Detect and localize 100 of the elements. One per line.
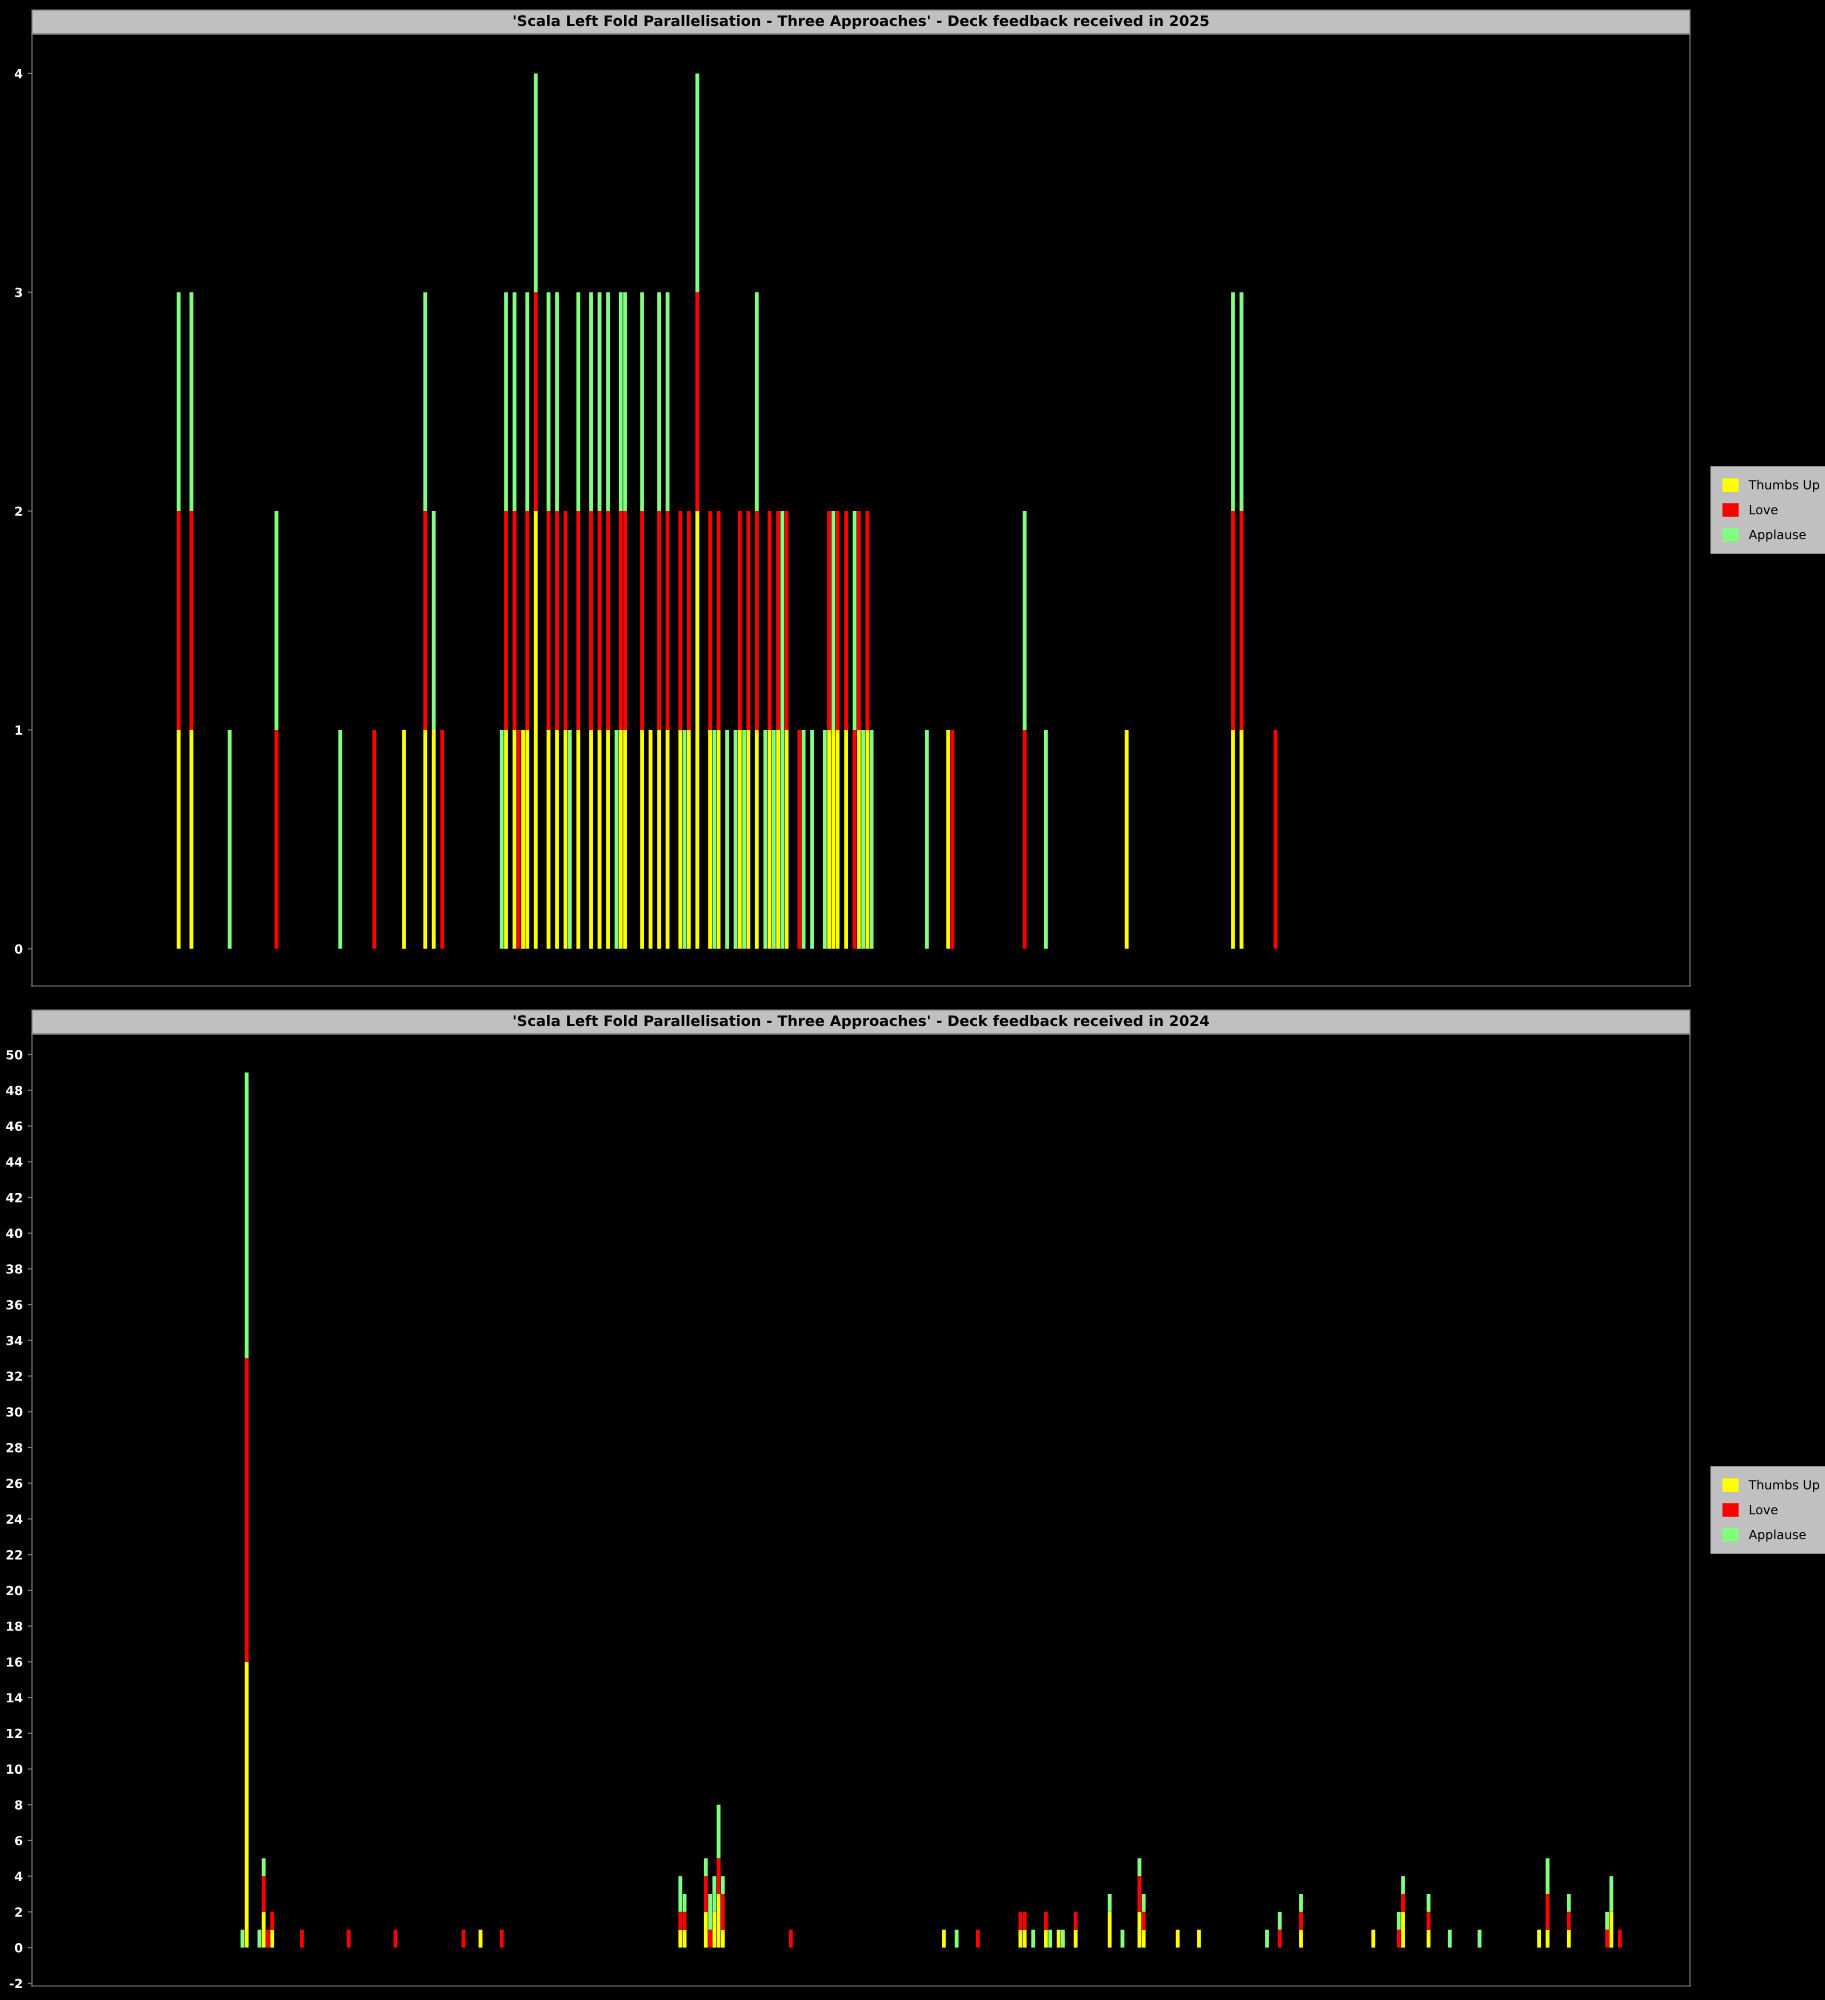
bar — [1107, 1894, 1112, 1912]
bar — [742, 729, 746, 949]
y-tick-label: 3 — [15, 287, 22, 298]
bar — [712, 729, 717, 949]
bar — [1022, 1911, 1027, 1930]
bar — [924, 729, 929, 949]
legend-label: Applause — [1748, 1529, 1806, 1542]
bar — [810, 729, 815, 949]
bar — [1277, 1929, 1282, 1948]
bar — [657, 511, 661, 730]
chart-title: 'Scala Left Fold Parallelisation - Three Approaches' - Deck feedback received in 2025 — [513, 14, 1209, 30]
bar — [1265, 1929, 1269, 1948]
bar — [431, 729, 436, 949]
legend-label: Love — [1749, 505, 1778, 515]
bar — [708, 1929, 712, 1948]
bar — [1141, 1911, 1146, 1930]
bar — [788, 1929, 793, 1948]
bar — [797, 729, 802, 949]
bar — [576, 729, 581, 949]
bar — [1566, 1894, 1571, 1912]
bar — [720, 1876, 725, 1895]
bar — [423, 292, 428, 512]
y-tick-label: 6 — [15, 1835, 23, 1846]
bar — [686, 729, 691, 949]
bar — [516, 729, 521, 949]
bar — [950, 729, 955, 949]
bar — [1231, 729, 1235, 949]
bar — [618, 729, 623, 949]
bar — [1107, 1911, 1112, 1948]
y-tick-label: 42 — [6, 1192, 22, 1203]
bar — [708, 511, 712, 730]
y-tick-label: 34 — [6, 1335, 23, 1346]
bar — [856, 729, 861, 949]
bar — [1231, 511, 1235, 730]
bar — [640, 729, 644, 949]
bar — [261, 1858, 266, 1877]
bar — [1566, 1911, 1571, 1930]
bar — [822, 729, 827, 949]
bar — [703, 1876, 708, 1912]
bar — [1044, 1911, 1048, 1930]
bar — [1401, 1911, 1405, 1948]
bar — [1396, 1911, 1401, 1930]
chart-title: 'Scala Left Fold Parallelisation - Three Approaches' - Deck feedback received in 2024 — [513, 1014, 1209, 1030]
bar — [1401, 1894, 1405, 1912]
bar — [1605, 1911, 1610, 1930]
bar — [1231, 292, 1235, 512]
bar — [678, 1876, 683, 1912]
y-tick-label: 44 — [6, 1157, 23, 1167]
bar — [1048, 1929, 1053, 1948]
bar — [835, 511, 840, 730]
bar — [801, 729, 806, 949]
bar — [1617, 1929, 1622, 1948]
bar — [244, 1358, 249, 1662]
bar — [657, 729, 661, 949]
bar — [1447, 1929, 1452, 1948]
bar — [1073, 1929, 1078, 1948]
bar — [1044, 1929, 1048, 1948]
bar — [852, 511, 857, 730]
bar — [525, 292, 530, 512]
bar — [555, 511, 559, 730]
bar — [618, 292, 623, 512]
bar — [623, 729, 627, 949]
bar — [776, 511, 781, 730]
y-tick-label: 40 — [6, 1228, 23, 1239]
bar — [504, 511, 508, 730]
legend-label: Thumbs Up — [1748, 1479, 1820, 1492]
y-tick-label: 18 — [6, 1621, 23, 1632]
y-tick-label: 0 — [14, 944, 23, 954]
bar — [941, 1929, 946, 1948]
bar — [767, 729, 772, 949]
y-tick-label: 1 — [15, 725, 23, 735]
bar — [695, 73, 700, 293]
y-tick-label: 8 — [15, 1800, 23, 1810]
bar — [708, 729, 712, 949]
bar — [976, 1929, 980, 1948]
bar — [686, 511, 691, 730]
legend-label: Love — [1749, 1505, 1778, 1515]
bar — [525, 511, 530, 730]
bar — [784, 729, 789, 949]
bar — [244, 1661, 249, 1948]
bar — [733, 729, 738, 949]
bar — [1044, 729, 1048, 949]
bar — [606, 511, 610, 730]
bar — [499, 1929, 504, 1948]
y-tick-label: 50 — [6, 1050, 23, 1060]
bar — [1175, 1929, 1180, 1948]
bar — [746, 729, 751, 949]
bar — [1299, 1929, 1303, 1948]
bar — [1022, 729, 1027, 949]
bar — [844, 729, 849, 949]
bar — [784, 511, 789, 730]
y-tick-label: 26 — [6, 1478, 23, 1489]
legend-label: Thumbs Up — [1748, 479, 1820, 492]
bar — [763, 729, 768, 949]
bar — [1609, 1911, 1614, 1948]
bar — [869, 729, 874, 949]
bar — [1022, 511, 1027, 730]
bar — [1056, 1929, 1061, 1948]
bar — [402, 729, 406, 949]
bar — [504, 292, 508, 512]
